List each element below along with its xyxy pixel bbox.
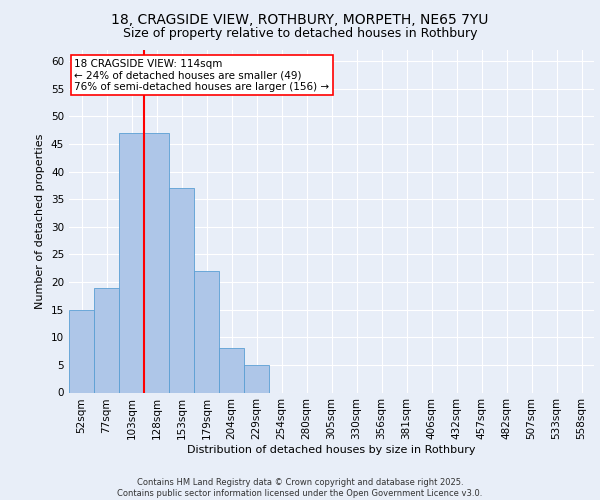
Bar: [69, 310, 94, 392]
Bar: [219, 348, 244, 393]
Text: Size of property relative to detached houses in Rothbury: Size of property relative to detached ho…: [123, 28, 477, 40]
Bar: [194, 271, 219, 392]
Bar: [169, 188, 194, 392]
Text: 18 CRAGSIDE VIEW: 114sqm
← 24% of detached houses are smaller (49)
76% of semi-d: 18 CRAGSIDE VIEW: 114sqm ← 24% of detach…: [74, 58, 329, 92]
Text: 18, CRAGSIDE VIEW, ROTHBURY, MORPETH, NE65 7YU: 18, CRAGSIDE VIEW, ROTHBURY, MORPETH, NE…: [112, 12, 488, 26]
Bar: [119, 133, 144, 392]
Y-axis label: Number of detached properties: Number of detached properties: [35, 134, 46, 309]
Bar: [144, 133, 169, 392]
Bar: [244, 365, 269, 392]
X-axis label: Distribution of detached houses by size in Rothbury: Distribution of detached houses by size …: [187, 445, 476, 455]
Bar: [94, 288, 119, 393]
Text: Contains HM Land Registry data © Crown copyright and database right 2025.
Contai: Contains HM Land Registry data © Crown c…: [118, 478, 482, 498]
